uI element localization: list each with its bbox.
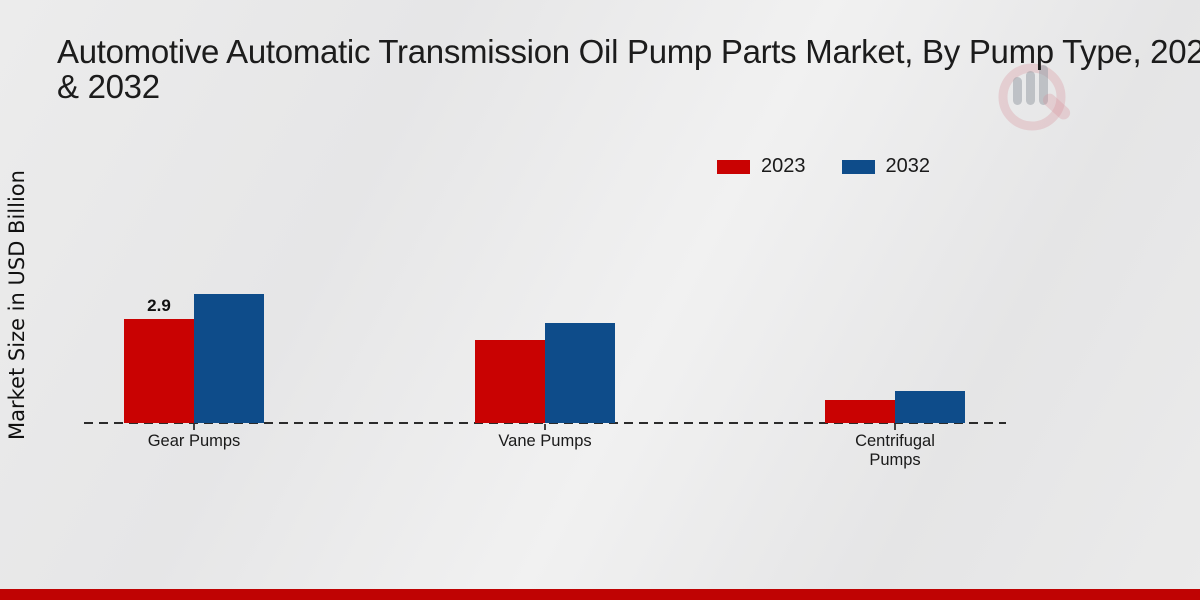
category-label-vane-pumps: Vane Pumps (498, 432, 592, 450)
footer-accent-bar (0, 589, 1200, 600)
bar-2023-gear-pumps (124, 318, 194, 423)
bar-2032-centrifugal-pumps (895, 390, 965, 423)
category-label-centrifugal-pumps: Centrifugal Pumps (855, 432, 935, 469)
legend-item-2032: 2032 (841, 155, 931, 178)
magnifier-bar-chart-logo-icon (998, 63, 1071, 131)
category-label-gear-pumps: Gear Pumps (147, 432, 241, 450)
x-axis-tick-gear-pumps (193, 424, 195, 430)
bar-2023-vane-pumps (475, 340, 545, 423)
x-axis-tick-vane-pumps (544, 424, 546, 430)
legend-swatch-2023 (717, 159, 750, 174)
bar-2023-centrifugal-pumps (825, 399, 895, 423)
x-axis-baseline (84, 422, 1006, 424)
chart-title-line2: & 2032 (57, 68, 160, 105)
value-label-2023-gear-pumps: 2.9 (147, 295, 171, 315)
legend-label-2023: 2023 (761, 155, 806, 177)
legend-label-2032: 2032 (885, 155, 931, 177)
legend-swatch-2032 (841, 159, 875, 174)
legend-item-2023: 2023 (717, 155, 806, 178)
chart-title-line1: Automotive Automatic Transmission Oil Pu… (57, 33, 1200, 70)
x-axis-tick-centrifugal-pumps (894, 424, 896, 430)
bar-2032-vane-pumps (545, 322, 615, 423)
chart-title: Automotive Automatic Transmission Oil Pu… (57, 34, 1200, 104)
legend: 2023 2032 (717, 155, 930, 178)
bar-2032-gear-pumps (194, 293, 264, 423)
